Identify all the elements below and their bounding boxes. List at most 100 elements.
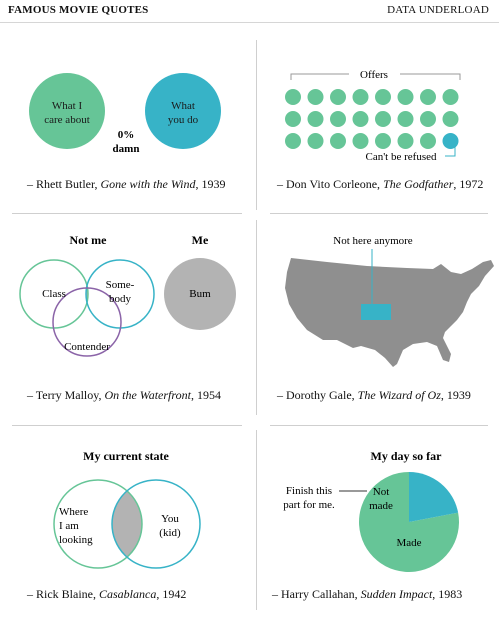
caption-film: Sudden Impact — [360, 587, 433, 601]
circle-contender — [52, 287, 122, 357]
label-what-i-care-about-1: What I — [52, 100, 83, 112]
label-what-you-do-2: you do — [168, 114, 199, 126]
callout-leader — [445, 142, 456, 157]
dot-offer — [330, 89, 346, 105]
dot-offer — [352, 89, 369, 105]
chart-the-godfather: Offers Can't be refused — [285, 69, 461, 163]
caption-film: Casablanca — [99, 587, 157, 601]
caption-speaker: – Harry Callahan, — [272, 587, 361, 601]
caption-year: , 1983 — [432, 587, 463, 601]
label-bum: Bum — [189, 288, 211, 300]
dot-cant-be-refused — [442, 133, 459, 149]
dot-offer — [397, 89, 414, 105]
caption-film: The Wizard of Oz — [357, 388, 441, 402]
chart-on-the-waterfront: Not me Me Class Some- body Contender Bum — [19, 233, 236, 357]
pie — [359, 472, 459, 572]
offers-bracket — [290, 73, 461, 80]
dot-offer — [307, 89, 324, 105]
caption-year: , 1939 — [195, 177, 226, 191]
dot-offer — [352, 111, 369, 127]
dot-offer — [420, 111, 436, 127]
dot-offer — [375, 111, 391, 127]
label-contender: Contender — [64, 341, 110, 353]
caption-rhett-butler: – Rhett Butler, Gone with the Wind, 1939 — [27, 177, 226, 192]
caption-year: , 1972 — [453, 177, 484, 191]
label-where-3: looking — [59, 534, 93, 546]
dot-offer — [352, 133, 369, 149]
label-what-you-do-1: What — [171, 100, 195, 112]
chart-sudden-impact: My day so far Finish this part for me. N… — [283, 449, 459, 572]
caption-year: , 1954 — [190, 388, 221, 402]
circle-what-you-do — [145, 73, 221, 149]
slice-label-not-made-1: Not — [373, 486, 390, 498]
row-divider-2-right — [270, 425, 488, 426]
slice-label-not-made-2: made — [369, 500, 393, 512]
dot-offer — [330, 133, 346, 149]
title-me: Me — [192, 233, 209, 247]
page-header: FAMOUS MOVIE QUOTES DATA UNDERLOAD — [0, 0, 499, 24]
label-where-2: I am — [59, 520, 79, 532]
chart-the-wizard-of-oz: Not here anymore — [285, 235, 494, 367]
dot-grid — [285, 89, 459, 149]
circle-you-kid — [111, 479, 201, 569]
kansas-state — [361, 304, 391, 320]
label-class: Class — [42, 288, 66, 300]
dot-offer — [397, 133, 414, 149]
row-divider-2-left — [12, 425, 242, 426]
dot-offer — [285, 111, 301, 127]
chart-gone-with-the-wind: What I care about What you do 0% damn — [29, 73, 221, 155]
column-divider-row2 — [256, 220, 257, 415]
chart-casablanca: My current state Where I am looking You … — [53, 449, 201, 569]
callout-cant-be-refused: Can't be refused — [365, 151, 437, 163]
dot-offer — [442, 111, 459, 127]
overlap-value: 0% — [118, 129, 135, 141]
caption-speaker: – Terry Malloy, — [27, 388, 105, 402]
circle-what-i-care-about — [29, 73, 105, 149]
overlap-unit: damn — [113, 143, 140, 155]
dot-offer — [420, 133, 436, 149]
callout-finish-1: Finish this — [286, 485, 332, 497]
caption-film: Gone with the Wind — [100, 177, 196, 191]
dot-offer — [397, 111, 414, 127]
caption-year: , 1939 — [440, 388, 471, 402]
brand-label: DATA UNDERLOAD — [387, 4, 489, 16]
circle-where-i-am-looking — [53, 479, 143, 569]
column-divider-row3 — [256, 430, 257, 610]
label-somebody-1: Some- — [106, 279, 135, 291]
dot-offer — [375, 89, 391, 105]
dot-offer — [307, 111, 324, 127]
caption-don-vito-corleone: – Don Vito Corleone, The Godfather, 1972 — [277, 177, 483, 192]
caption-dorothy-gale: – Dorothy Gale, The Wizard of Oz, 1939 — [277, 388, 471, 403]
caption-terry-malloy: – Terry Malloy, On the Waterfront, 1954 — [27, 388, 221, 403]
slice-not-made — [409, 472, 459, 522]
dot-offer — [285, 89, 301, 105]
caption-film: The Godfather — [383, 177, 454, 191]
page-title: FAMOUS MOVIE QUOTES — [8, 4, 149, 16]
caption-film: On the Waterfront — [104, 388, 191, 402]
caption-speaker: – Don Vito Corleone, — [277, 177, 384, 191]
title-not-me: Not me — [70, 233, 108, 247]
callout-not-here-anymore: Not here anymore — [333, 235, 413, 247]
header-divider — [0, 22, 499, 23]
caption-rick-blaine: – Rick Blaine, Casablanca, 1942 — [27, 587, 186, 602]
dot-offer — [330, 111, 346, 127]
label-where-1: Where — [59, 506, 88, 518]
dot-offer — [285, 133, 301, 149]
title-my-current-state: My current state — [83, 449, 169, 463]
caption-speaker: – Rhett Butler, — [27, 177, 101, 191]
label-somebody-2: body — [109, 293, 132, 305]
label-what-i-care-about-2: care about — [44, 114, 90, 126]
caption-speaker: – Rick Blaine, — [27, 587, 99, 601]
title-my-day-so-far: My day so far — [371, 449, 443, 463]
caption-harry-callahan: – Harry Callahan, Sudden Impact, 1983 — [272, 587, 462, 602]
label-you-1: You — [161, 513, 179, 525]
caption-year: , 1942 — [156, 587, 187, 601]
callout-finish-2: part for me. — [283, 499, 335, 511]
venn-overlap-shaded — [112, 480, 142, 568]
dot-offer — [375, 133, 391, 149]
row-divider-1-left — [12, 213, 242, 214]
dot-offer — [420, 89, 436, 105]
offers-label: Offers — [360, 69, 388, 81]
column-divider-row1 — [256, 40, 257, 210]
row-divider-1-right — [270, 213, 488, 214]
